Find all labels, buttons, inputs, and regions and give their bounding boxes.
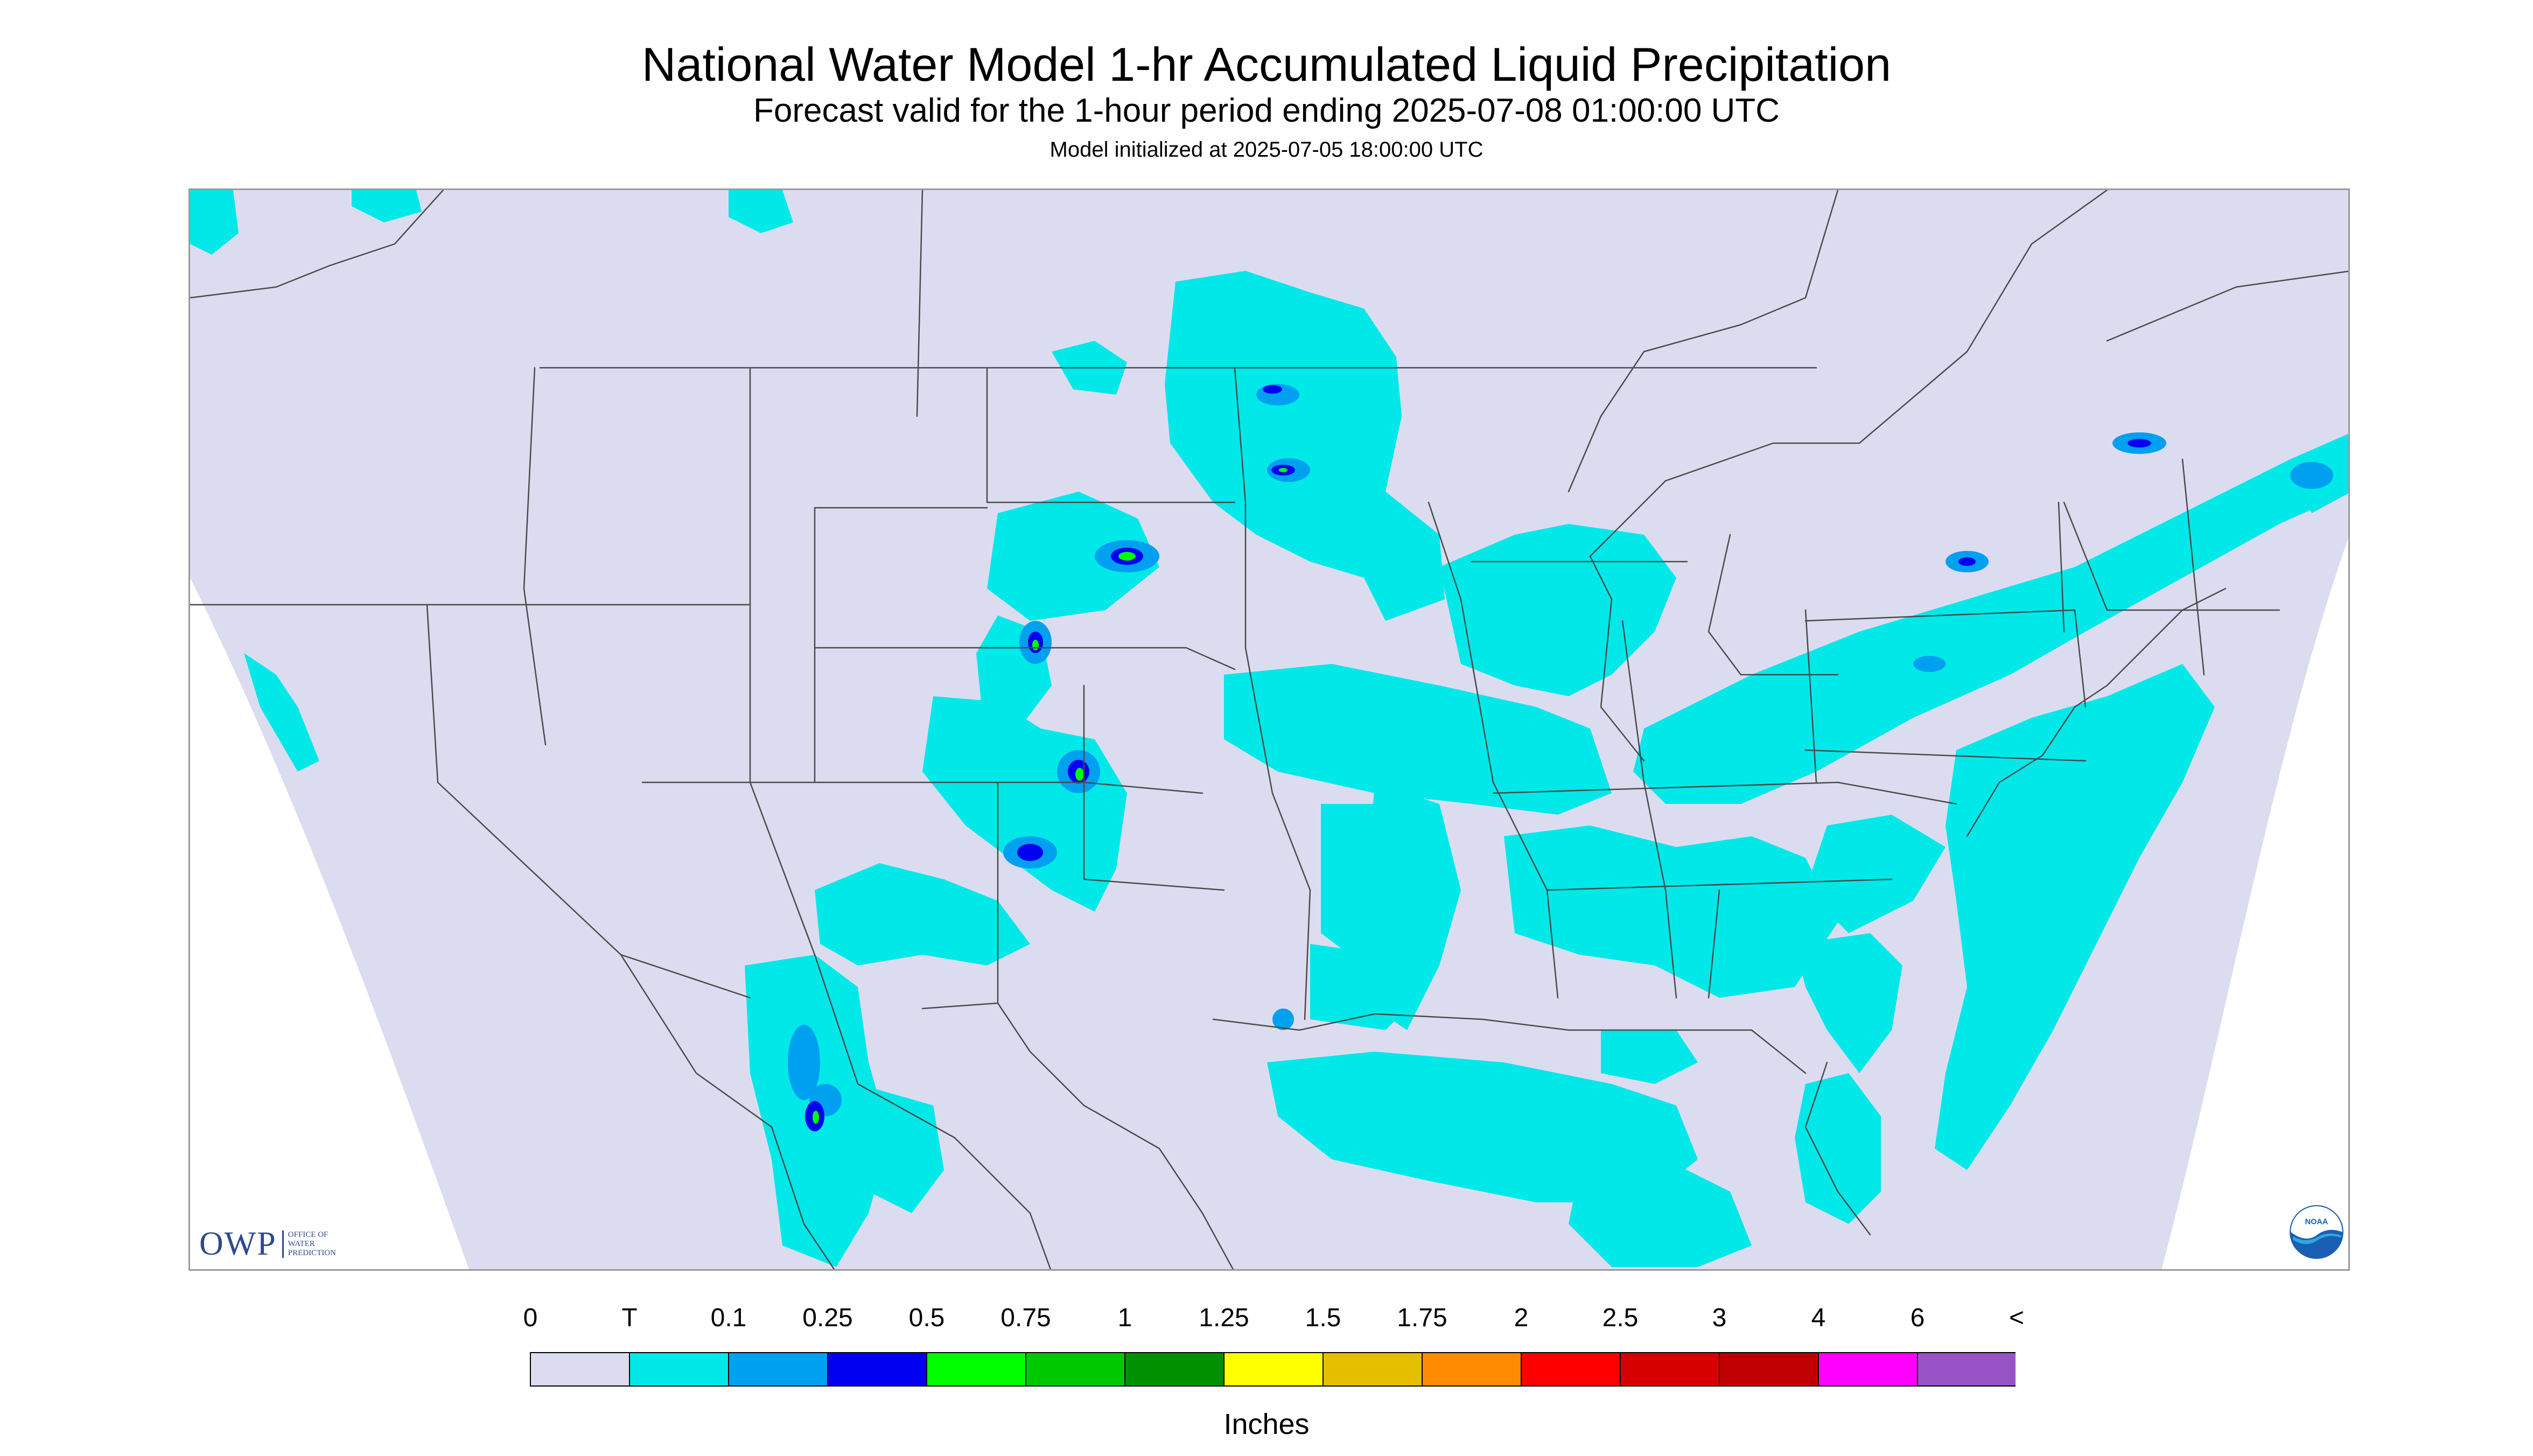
owp-sub-line: Office of bbox=[288, 1230, 328, 1239]
map-title: National Water Model 1-hr Accumulated Li… bbox=[641, 38, 1892, 91]
heavy-precip-areas bbox=[813, 468, 1288, 1124]
state-boundaries bbox=[190, 190, 2348, 1269]
colorbar-tick-label: 0.1 bbox=[710, 1304, 747, 1332]
colorbar-tick-label: 1.25 bbox=[1199, 1304, 1249, 1332]
colorbar-swatch bbox=[728, 1352, 828, 1387]
owp-sub-line: Water bbox=[288, 1239, 315, 1248]
colorbar-swatch bbox=[1323, 1352, 1423, 1387]
colorbar-tick-label: < bbox=[2009, 1304, 2025, 1332]
colorbar-swatch bbox=[1422, 1352, 1522, 1387]
colorbar-swatch bbox=[1124, 1352, 1224, 1387]
colorbar-tick-label: 1 bbox=[1117, 1304, 1132, 1332]
colorbar-tick-label: 0.25 bbox=[802, 1304, 853, 1332]
precipitation-map bbox=[188, 188, 2350, 1271]
colorbar-tick-label: 1.5 bbox=[1305, 1304, 1341, 1332]
colorbar-tick-label: 4 bbox=[1811, 1304, 1826, 1332]
colorbar-tick-label: 2 bbox=[1514, 1304, 1529, 1332]
map-subtitle: Forecast valid for the 1-hour period end… bbox=[753, 92, 1780, 129]
owp-sub-line: Prediction bbox=[288, 1248, 336, 1257]
colorbar-swatch bbox=[1025, 1352, 1125, 1387]
colorbar-tick-label: 3 bbox=[1712, 1304, 1727, 1332]
colorbar-swatch bbox=[1917, 1352, 2016, 1387]
colorbar-tick-label: T bbox=[621, 1304, 638, 1332]
colorbar-swatch bbox=[926, 1352, 1026, 1387]
colorbar-swatch bbox=[1818, 1352, 1918, 1387]
noaa-logo-icon: NOAA bbox=[2290, 1205, 2343, 1259]
colorbar-units: Inches bbox=[1223, 1408, 1310, 1440]
colorbar-tick-label: 1.75 bbox=[1397, 1304, 1447, 1332]
colorbar-swatch bbox=[530, 1352, 630, 1387]
colorbar-tick-label: 0 bbox=[523, 1304, 538, 1332]
precipitation-colorbar bbox=[530, 1352, 2016, 1387]
svg-text:NOAA: NOAA bbox=[2305, 1217, 2328, 1226]
map-canvas bbox=[190, 190, 2348, 1269]
owp-logo-subtitle: Office of Water Prediction bbox=[282, 1230, 336, 1258]
colorbar-swatch bbox=[1719, 1352, 1819, 1387]
owp-logo: OWP Office of Water Prediction bbox=[199, 1222, 336, 1265]
colorbar-tick-label: 2.5 bbox=[1602, 1304, 1639, 1332]
colorbar-tick-label: 0.75 bbox=[1000, 1304, 1051, 1332]
colorbar-swatch bbox=[1620, 1352, 1720, 1387]
colorbar-tick-label: 0.5 bbox=[908, 1304, 945, 1332]
colorbar-swatch bbox=[1521, 1352, 1621, 1387]
colorbar-tick-label: 6 bbox=[1910, 1304, 1925, 1332]
colorbar-swatch bbox=[1223, 1352, 1324, 1387]
colorbar-swatch bbox=[629, 1352, 729, 1387]
model-init-line: Model initialized at 2025-07-05 18:00:00… bbox=[1049, 138, 1484, 162]
owp-logo-word: OWP bbox=[199, 1225, 277, 1262]
colorbar-swatch bbox=[827, 1352, 927, 1387]
